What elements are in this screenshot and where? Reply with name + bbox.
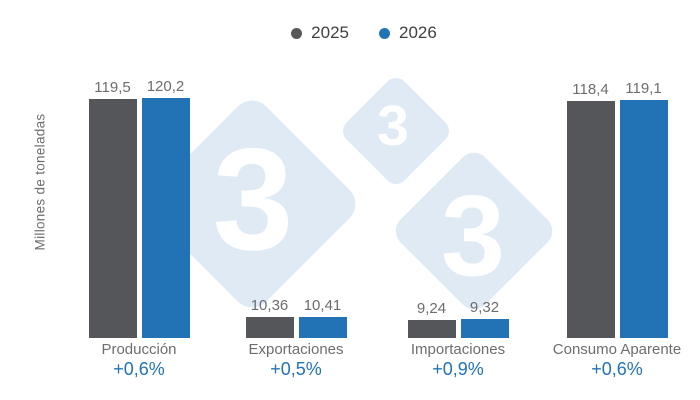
change-label-importaciones: +0,9%	[432, 359, 484, 379]
legend-dot-2026	[379, 27, 390, 39]
legend-label-2025: 2025	[311, 23, 349, 42]
bar-2025-consumo-aparente	[566, 101, 615, 338]
legend-item-2026: 2026	[379, 23, 437, 43]
watermark-three-small: 3	[377, 93, 409, 158]
change-label-producción: +0,6%	[113, 359, 165, 379]
category-label-exportaciones: Exportaciones	[248, 341, 344, 358]
category-label-importaciones: Importaciones	[410, 341, 506, 358]
value-label-2026-producción: 120,2	[146, 77, 185, 95]
bar-2025-exportaciones	[245, 317, 294, 338]
value-label-2026-importaciones: 9,32	[469, 299, 500, 317]
change-label-consumo-aparente: +0,6%	[591, 359, 643, 379]
bar-2026-importaciones	[460, 319, 509, 338]
change-label-exportaciones: +0,5%	[270, 359, 322, 379]
bar-2026-consumo-aparente	[619, 99, 668, 338]
bar-2025-importaciones	[407, 319, 456, 338]
watermark-three-large: 3	[212, 118, 294, 281]
legend-item-2025: 2025	[291, 23, 349, 43]
category-label-producción: Producción	[101, 341, 177, 358]
watermark-three-medium: 3	[441, 172, 505, 301]
value-label-2025-consumo-aparente: 118,4	[572, 81, 609, 99]
value-label-2025-importaciones: 9,24	[416, 299, 447, 317]
bar-2026-exportaciones	[298, 317, 347, 338]
legend: 2025 2026	[0, 23, 700, 43]
category-label-consumo-aparente: Consumo Aparente	[552, 341, 682, 358]
value-label-2025-exportaciones: 10,36	[250, 297, 289, 315]
bar-2025-producción	[88, 99, 137, 338]
value-label-2025-producción: 119,5	[94, 79, 131, 96]
legend-dot-2025	[291, 27, 303, 39]
value-label-2026-consumo-aparente: 119,1	[625, 79, 662, 97]
y-axis-label: Millones de toneladas	[32, 113, 48, 251]
bar-2026-producción	[141, 97, 190, 338]
value-label-2026-exportaciones: 10,41	[303, 297, 342, 315]
legend-label-2026: 2026	[399, 23, 437, 42]
